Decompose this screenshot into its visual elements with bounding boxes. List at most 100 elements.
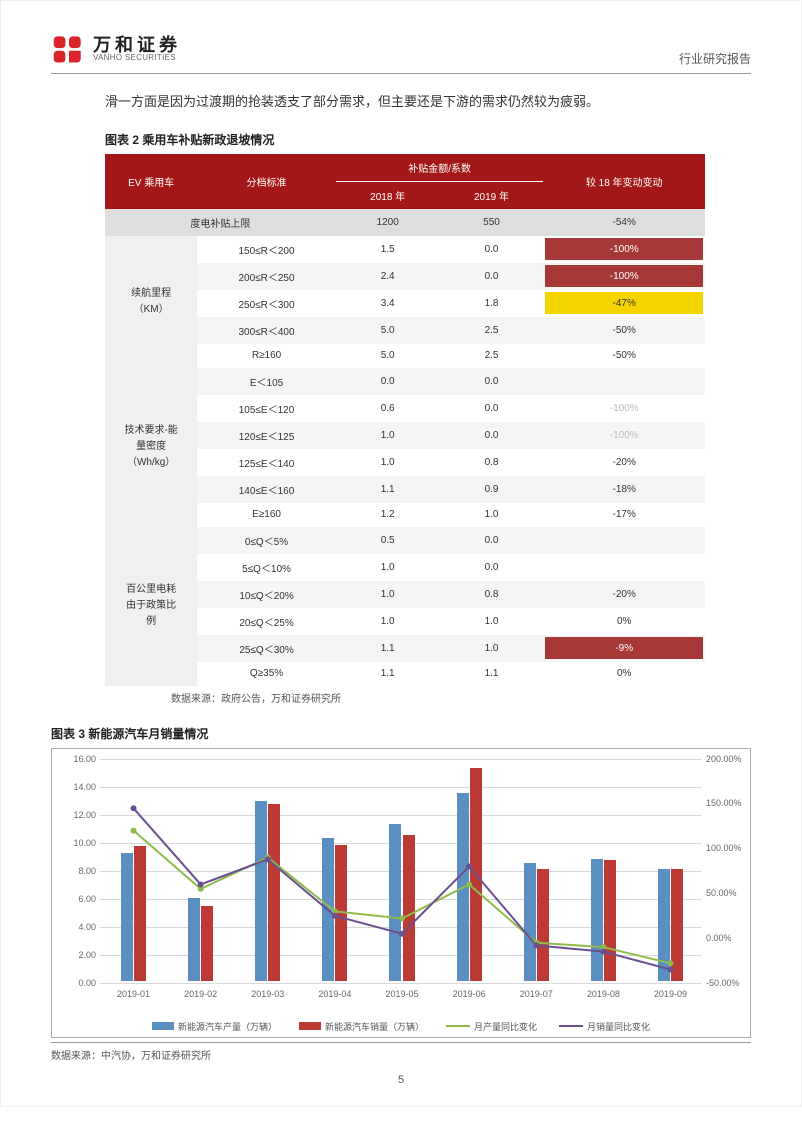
cell-std: 200≤R＜250 (197, 263, 335, 290)
chart-title: 图表 3 新能源汽车月销量情况 (51, 725, 751, 742)
group-label: 技术要求-能量密度（Wh/kg） (105, 368, 197, 527)
cell-std: 125≤E＜140 (197, 449, 335, 476)
cell-std: 300≤R＜400 (197, 317, 335, 344)
y-right-tick: 0.00% (706, 933, 750, 943)
legend-label: 月销量同比变化 (587, 1020, 650, 1033)
cell-2018: 2.4 (336, 263, 440, 290)
cell-2019: 0.0 (440, 395, 544, 422)
y-right-tick: 50.00% (706, 888, 750, 898)
y-right-tick: 150.00% (706, 798, 750, 808)
cell-2018: 0.0 (336, 368, 440, 395)
table-title: 图表 2 乘用车补贴新政退坡情况 (105, 131, 751, 148)
x-tick: 2019-03 (251, 989, 284, 999)
cell-2019: 1.0 (440, 635, 544, 662)
cell-2019: 0.0 (440, 554, 544, 581)
cell-change: -9% (543, 635, 705, 662)
cell-2018: 1.1 (336, 476, 440, 503)
table-source: 数据来源：政府公告，万和证券研究所 (171, 690, 751, 705)
x-tick: 2019-01 (117, 989, 150, 999)
x-tick: 2019-04 (318, 989, 351, 999)
cell-std: 0≤Q＜5% (197, 527, 335, 554)
y-left-tick: 4.00 (60, 922, 96, 932)
subsidy-table: EV 乘用车 分档标准 补贴金额/系数 较 18 年变动变动 2018 年 20… (105, 154, 705, 686)
cell-2019: 0.0 (440, 422, 544, 449)
page-header: 万和证券 VANHO SECURITIES 行业研究报告 (51, 31, 751, 74)
cell-std: 120≤E＜125 (197, 422, 335, 449)
legend-swatch (299, 1022, 321, 1030)
legend-item: 月销量同比变化 (559, 1020, 650, 1033)
y-left-tick: 2.00 (60, 950, 96, 960)
cell-2019: 0.0 (440, 527, 544, 554)
th-2018: 2018 年 (336, 181, 440, 209)
th-change: 较 18 年变动变动 (543, 154, 705, 209)
cell-2018: 1.0 (336, 449, 440, 476)
chart-source: 数据来源：中汽协，万和证券研究所 (51, 1042, 751, 1062)
cell-change: -100% (543, 422, 705, 449)
legend-label: 新能源汽车销量（万辆） (325, 1020, 424, 1033)
cell-change: -54% (543, 209, 705, 236)
th-std: 分档标准 (197, 154, 335, 209)
x-tick: 2019-06 (453, 989, 486, 999)
legend-line (446, 1025, 470, 1027)
cell-change: 0% (543, 608, 705, 635)
x-tick: 2019-08 (587, 989, 620, 999)
cell-std: 20≤Q＜25% (197, 608, 335, 635)
cell-2018: 1.0 (336, 554, 440, 581)
y-left-tick: 0.00 (60, 978, 96, 988)
cell-std: 25≤Q＜30% (197, 635, 335, 662)
nev-monthly-chart: 0.002.004.006.008.0010.0012.0014.0016.00… (51, 748, 751, 1038)
cell-2019: 550 (440, 209, 544, 236)
cell-2018: 3.4 (336, 290, 440, 317)
line-overlay (100, 759, 702, 981)
cell-std: E≥160 (197, 503, 335, 527)
cell-change: -47% (543, 290, 705, 317)
cell-2019: 2.5 (440, 317, 544, 344)
chart-legend: 新能源汽车产量（万辆） 新能源汽车销量（万辆） 月产量同比变化 月销量同比变化 (52, 1020, 750, 1033)
cell-2018: 0.6 (336, 395, 440, 422)
cell-2018: 1200 (336, 209, 440, 236)
logo-text-cn: 万和证券 (93, 36, 181, 54)
x-tick: 2019-07 (520, 989, 553, 999)
cell-change: -20% (543, 581, 705, 608)
cell-2018: 5.0 (336, 344, 440, 368)
cell-2019: 0.0 (440, 263, 544, 290)
y-left-tick: 16.00 (60, 754, 96, 764)
cell-2019: 1.8 (440, 290, 544, 317)
y-right-tick: -50.00% (706, 978, 750, 988)
legend-item: 新能源汽车销量（万辆） (299, 1020, 424, 1033)
y-left-tick: 10.00 (60, 838, 96, 848)
th-2019: 2019 年 (440, 181, 544, 209)
cell-change (543, 554, 705, 581)
y-left-tick: 12.00 (60, 810, 96, 820)
vanho-logo-icon (51, 31, 87, 67)
cell-change: 0% (543, 662, 705, 686)
cell-2018: 1.5 (336, 236, 440, 263)
cell-change (543, 368, 705, 395)
legend-label: 新能源汽车产量（万辆） (178, 1020, 277, 1033)
cell-std: Q≥35% (197, 662, 335, 686)
cell-change: -20% (543, 449, 705, 476)
legend-line (559, 1025, 583, 1027)
legend-label: 月产量同比变化 (474, 1020, 537, 1033)
legend-item: 月产量同比变化 (446, 1020, 537, 1033)
cell-std: R≥160 (197, 344, 335, 368)
th-amount: 补贴金额/系数 (336, 154, 544, 182)
cell-2019: 1.0 (440, 608, 544, 635)
cell-2019: 0.8 (440, 449, 544, 476)
cell-change (543, 527, 705, 554)
x-tick: 2019-02 (184, 989, 217, 999)
logo-text-en: VANHO SECURITIES (93, 54, 181, 62)
y-right-tick: 200.00% (706, 754, 750, 764)
report-type-label: 行业研究报告 (679, 50, 751, 67)
cell-std: 150≤R＜200 (197, 236, 335, 263)
group-label: 续航里程（KM） (105, 236, 197, 368)
body-paragraph: 滑一方面是因为过渡期的抢装透支了部分需求，但主要还是下游的需求仍然较为疲弱。 (105, 88, 751, 117)
cell-std: 250≤R＜300 (197, 290, 335, 317)
cell-2019: 0.8 (440, 581, 544, 608)
y-left-tick: 14.00 (60, 782, 96, 792)
cell-2019: 1.1 (440, 662, 544, 686)
cell-2018: 1.0 (336, 581, 440, 608)
cell-std: 5≤Q＜10% (197, 554, 335, 581)
cell-change: -100% (543, 263, 705, 290)
cell-change: -100% (543, 236, 705, 263)
